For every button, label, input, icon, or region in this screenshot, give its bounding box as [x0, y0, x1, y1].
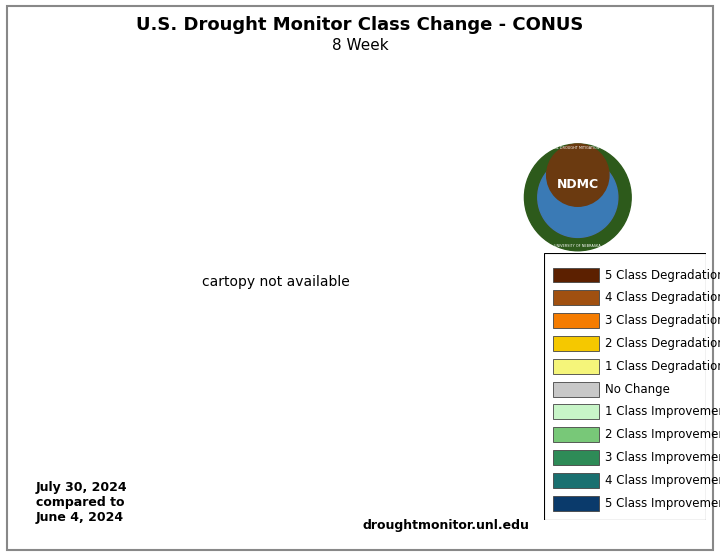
Text: U.S. Drought Monitor Class Change - CONUS: U.S. Drought Monitor Class Change - CONU… [136, 16, 584, 34]
Text: July 30, 2024
compared to
June 4, 2024: July 30, 2024 compared to June 4, 2024 [36, 481, 127, 524]
Bar [554, 450, 599, 465]
Bar [554, 496, 599, 510]
Text: cartopy not available: cartopy not available [202, 275, 349, 289]
Text: 1 Class Degradation: 1 Class Degradation [606, 360, 720, 373]
Circle shape [524, 144, 631, 251]
Text: 2 Class Degradation: 2 Class Degradation [606, 337, 720, 350]
Text: 4 Class Improvement: 4 Class Improvement [606, 474, 720, 487]
Bar [554, 290, 599, 305]
Bar [554, 313, 599, 328]
Bar [554, 267, 599, 282]
Text: 5 Class Degradation: 5 Class Degradation [606, 269, 720, 281]
Text: 4 Class Degradation: 4 Class Degradation [606, 291, 720, 304]
Text: NDMC: NDMC [557, 177, 599, 191]
Text: 3 Class Degradation: 3 Class Degradation [606, 314, 720, 327]
Text: droughtmonitor.unl.edu: droughtmonitor.unl.edu [362, 519, 529, 532]
Bar [554, 336, 599, 351]
Circle shape [546, 144, 609, 206]
Text: 2 Class Improvement: 2 Class Improvement [606, 428, 720, 441]
Bar [554, 473, 599, 488]
Text: UNIVERSITY OF NEBRASKA: UNIVERSITY OF NEBRASKA [554, 244, 601, 249]
Text: 5 Class Improvement: 5 Class Improvement [606, 497, 720, 510]
Text: 3 Class Improvement: 3 Class Improvement [606, 451, 720, 464]
Circle shape [538, 157, 618, 237]
Bar [554, 381, 599, 396]
Bar [554, 428, 599, 442]
Text: 8 Week: 8 Week [332, 38, 388, 53]
Bar [554, 404, 599, 419]
Text: NATIONAL DROUGHT MITIGATION CENTER: NATIONAL DROUGHT MITIGATION CENTER [541, 146, 615, 151]
Circle shape [538, 157, 618, 237]
Text: No Change: No Change [606, 383, 670, 395]
Bar [554, 359, 599, 374]
Text: 1 Class Improvement: 1 Class Improvement [606, 405, 720, 419]
